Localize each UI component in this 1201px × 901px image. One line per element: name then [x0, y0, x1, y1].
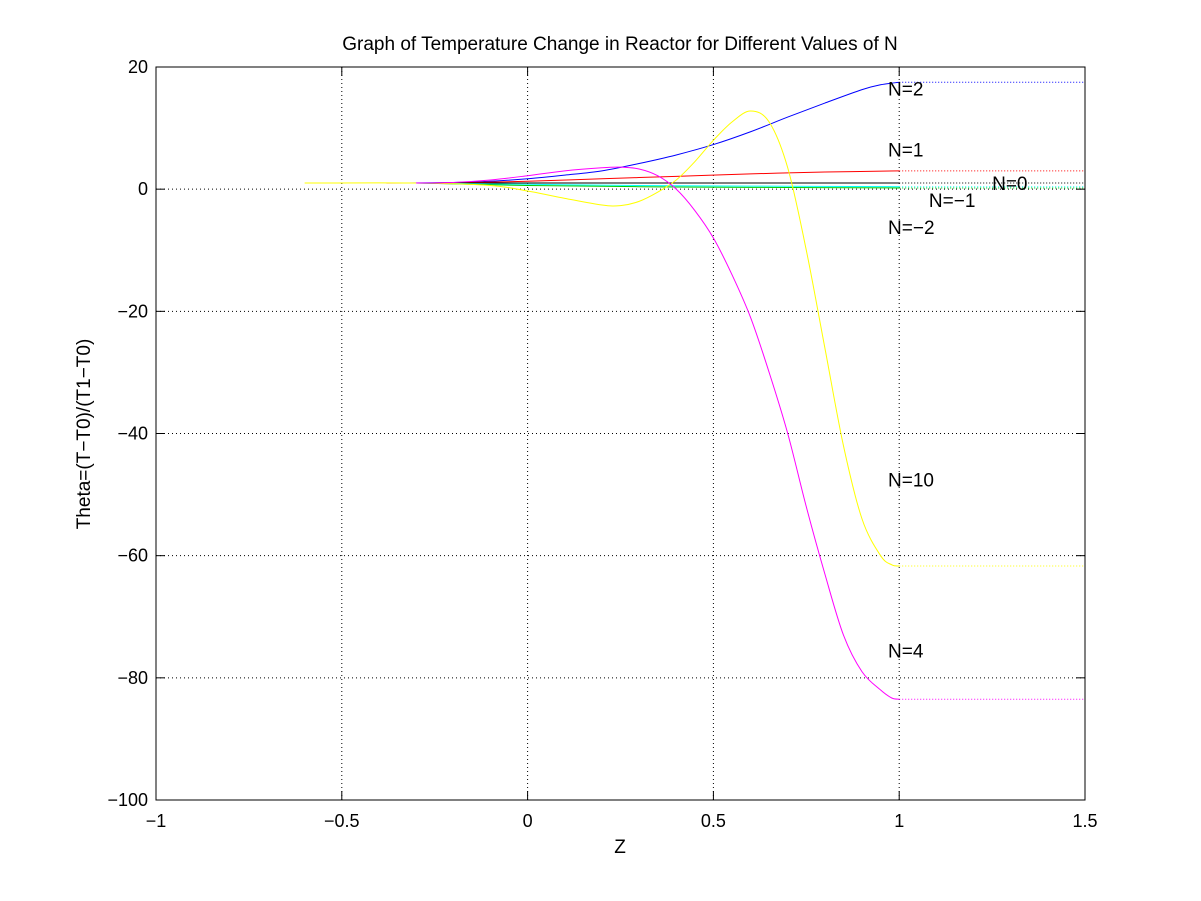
series-annotation: N=2	[888, 79, 923, 100]
x-tick-label: −1	[146, 811, 167, 831]
y-axis-label: Theta=(T−T0)/(T1−T0)	[74, 339, 95, 530]
y-tick-labels: −100 −80 −60 −40 −20 0 20	[107, 57, 148, 810]
series-0	[408, 81, 1085, 184]
series-annotation: N=0	[992, 174, 1027, 195]
series-annotation: N=−2	[888, 218, 934, 239]
y-tick-label: 20	[128, 57, 148, 77]
tick-marks	[155, 66, 1086, 801]
x-tick-label: 0	[523, 811, 533, 831]
grid-lines	[156, 67, 1085, 800]
y-tick-label: −80	[117, 668, 148, 688]
series-line	[408, 81, 900, 184]
y-tick-label: −20	[117, 301, 148, 321]
x-tick-label: −0.5	[324, 811, 360, 831]
series-annotations: N=2 N=1 N=0 N=−1 N=−2 N=10 N=4	[888, 79, 1027, 662]
y-tick-label: 0	[138, 179, 148, 199]
chart-title: Graph of Temperature Change in Reactor f…	[342, 34, 898, 55]
series-annotation: N=10	[888, 470, 934, 491]
x-tick-label: 1.5	[1072, 811, 1097, 831]
x-tick-label: 0.5	[701, 811, 726, 831]
y-tick-label: −100	[107, 790, 148, 810]
x-tick-labels: −1 −0.5 0 0.5 1 1.5	[146, 811, 1098, 831]
x-axis-label: Z	[614, 837, 626, 858]
series-4	[416, 182, 1085, 189]
series-annotation: N=−1	[929, 191, 975, 212]
y-tick-label: −60	[117, 546, 148, 566]
series-6	[416, 166, 1085, 700]
series-line	[416, 182, 900, 188]
series-3	[416, 182, 1085, 188]
series-group	[304, 81, 1085, 700]
x-tick-label: 1	[894, 811, 904, 831]
series-annotation: N=4	[888, 641, 924, 662]
series-line	[416, 182, 900, 189]
series-line	[304, 110, 900, 567]
series-line	[416, 166, 900, 700]
y-tick-label: −40	[117, 424, 148, 444]
series-5	[304, 110, 1085, 567]
series-annotation: N=1	[888, 140, 923, 161]
